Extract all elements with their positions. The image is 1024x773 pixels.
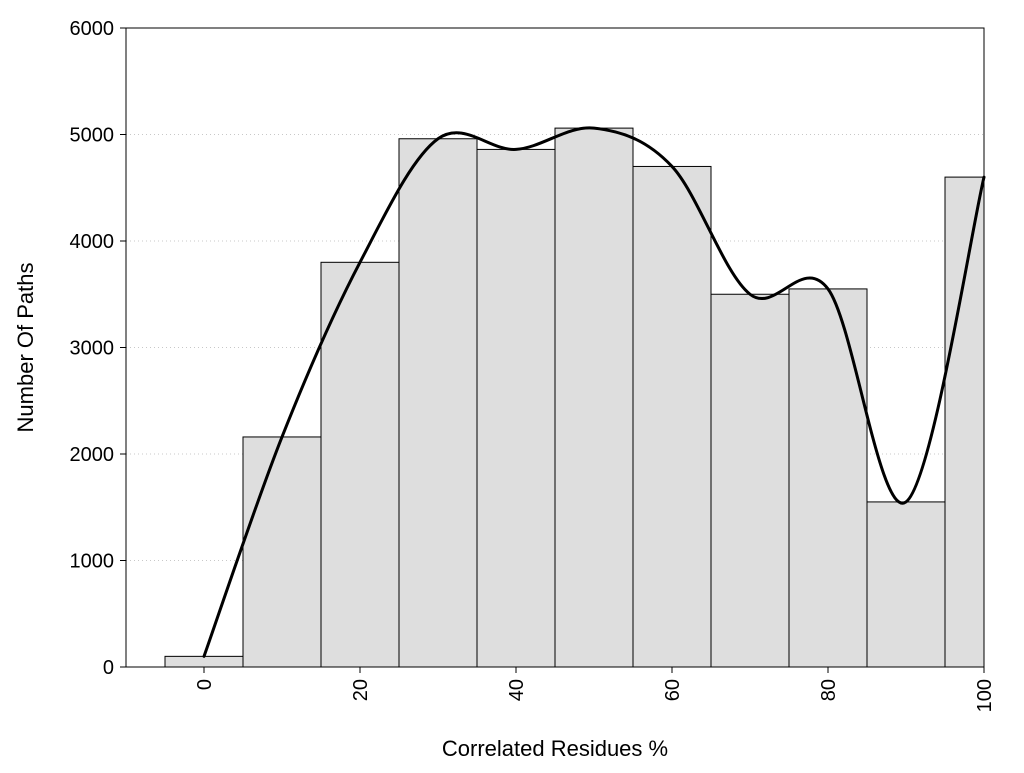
bar [944, 176, 985, 668]
smooth-line [202, 126, 986, 658]
x-tick-label: 20 [350, 679, 372, 701]
y-axis-label: Number Of Paths [13, 263, 38, 433]
bar [320, 261, 400, 668]
x-tick-label: 60 [662, 679, 684, 701]
bar [242, 436, 322, 668]
x-ticks: 0 20 40 60 80 100 [194, 667, 996, 712]
y-ticks: 0 1000 2000 3000 4000 5000 6000 [70, 18, 126, 679]
bar [554, 127, 634, 668]
bar [788, 288, 868, 668]
bar [398, 138, 478, 668]
x-axis-label: Correlated Residues % [442, 736, 668, 761]
y-tick-label: 4000 [70, 231, 115, 253]
bar [632, 165, 712, 668]
bar [866, 501, 946, 668]
y-tick-label: 3000 [70, 338, 115, 360]
x-tick-label: 40 [506, 679, 528, 701]
x-tick-label: 100 [974, 679, 996, 712]
bar [164, 655, 244, 668]
x-tick-label: 80 [818, 679, 840, 701]
y-tick-label: 2000 [70, 444, 115, 466]
y-tick-label: 0 [103, 657, 114, 679]
y-tick-label: 1000 [70, 551, 115, 573]
y-tick-label: 5000 [70, 125, 115, 147]
bar [710, 293, 790, 668]
bars [164, 127, 985, 668]
smooth-curve [202, 126, 986, 658]
x-tick-label: 0 [194, 679, 216, 690]
bar [476, 148, 556, 668]
y-tick-label: 6000 [70, 18, 115, 40]
